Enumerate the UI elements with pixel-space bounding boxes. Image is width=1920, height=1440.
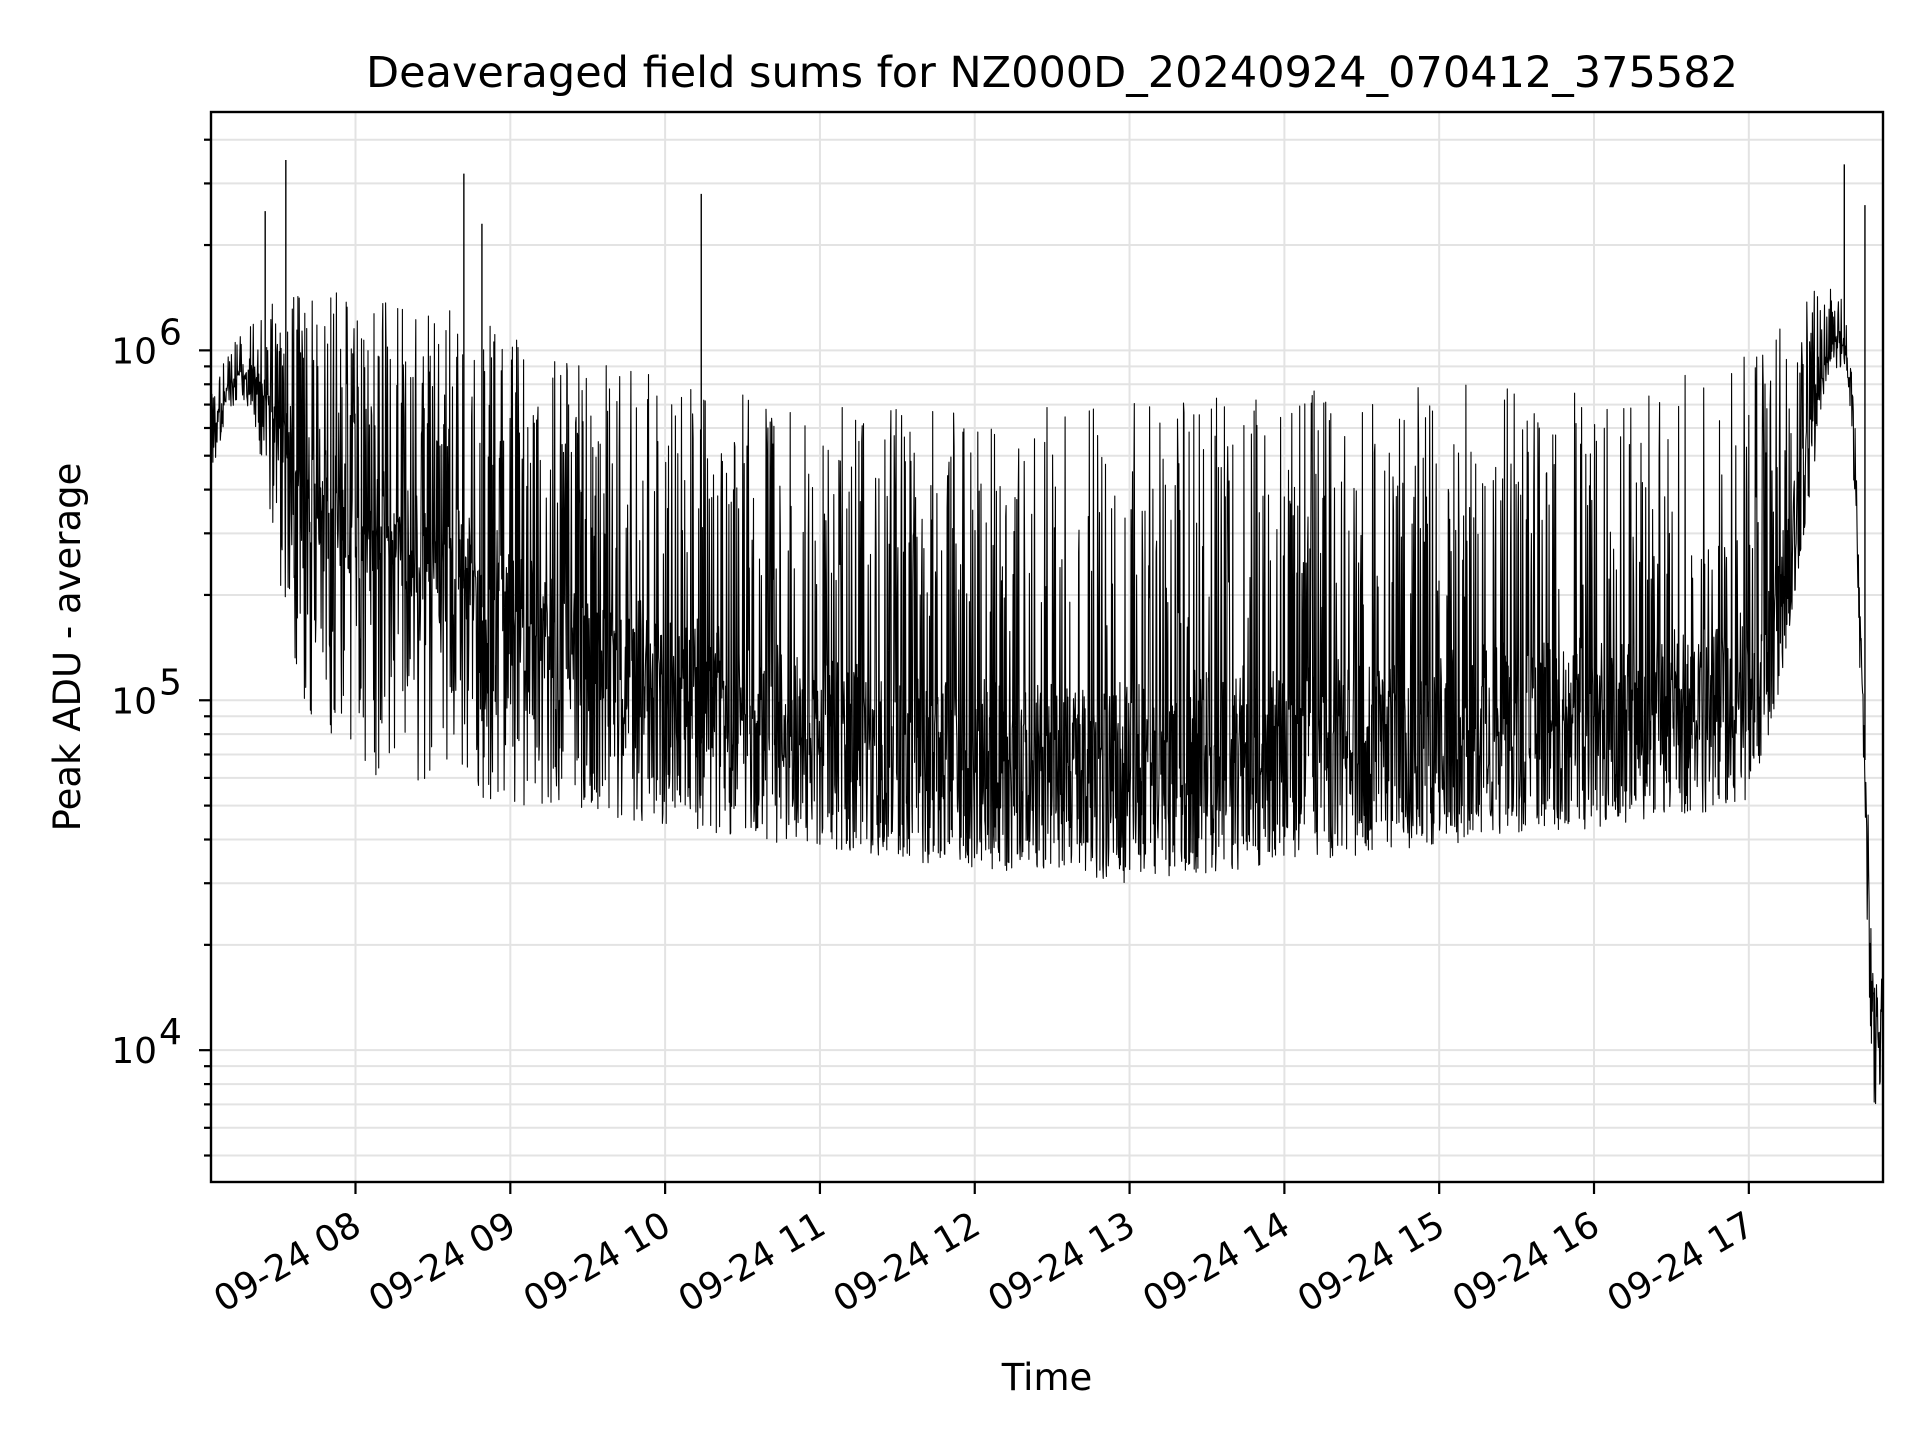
x-axis-label: Time [1001, 1356, 1093, 1399]
y-tick-exponent: 5 [159, 662, 182, 703]
chart-title: Deaveraged field sums for NZ000D_2024092… [366, 48, 1738, 98]
y-tick-label: 10 [111, 1031, 157, 1072]
y-axis-label: Peak ADU - average [46, 463, 89, 832]
plot-frame [209, 110, 1885, 1184]
y-tick-exponent: 6 [159, 312, 182, 353]
y-tick-label: 10 [111, 331, 157, 372]
y-tick-exponent: 4 [159, 1012, 182, 1053]
data-series [210, 159, 1884, 1105]
series-line [210, 288, 1884, 1105]
y-tick-label: 10 [111, 681, 157, 722]
